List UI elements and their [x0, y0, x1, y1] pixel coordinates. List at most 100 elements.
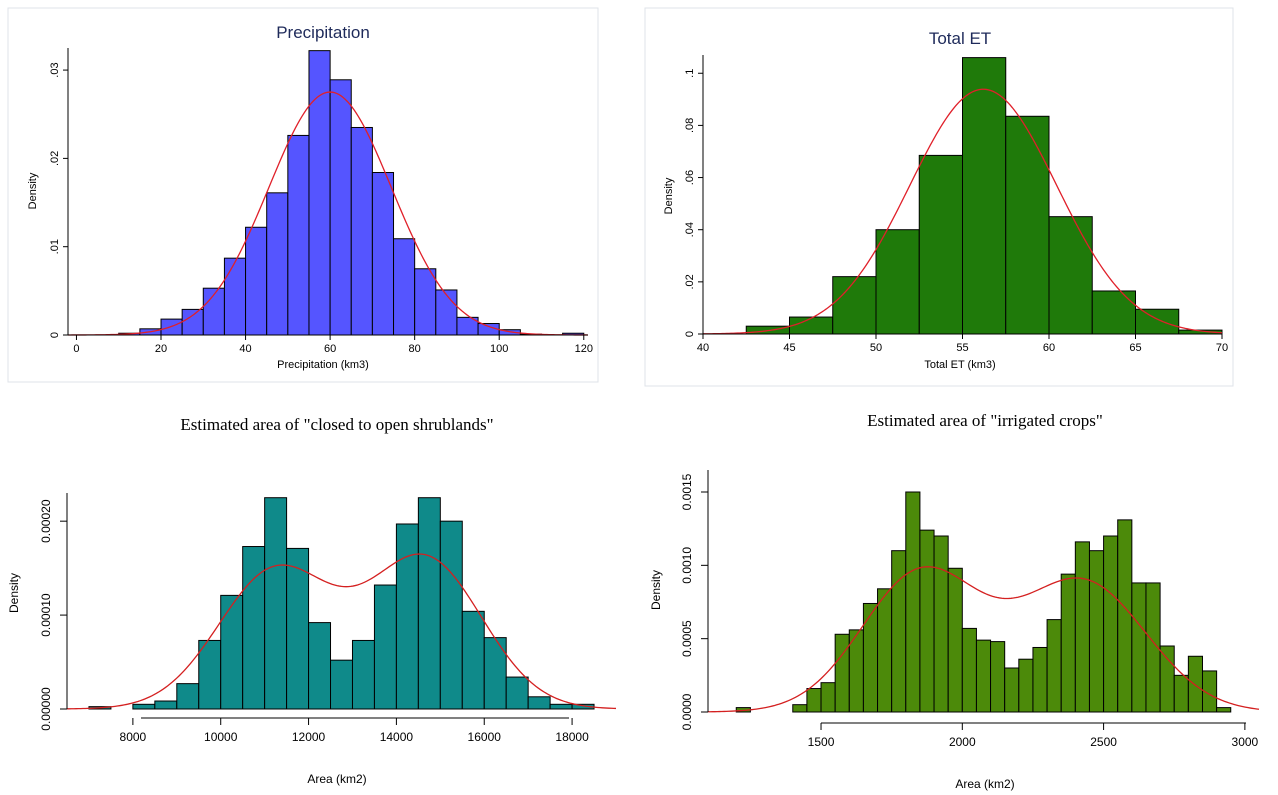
precipitation-x-tick-label: 100: [490, 343, 508, 355]
precipitation-y-tick-label: 0: [49, 332, 61, 338]
precipitation-bar: [371, 172, 395, 336]
shrublands-x-ticks: 8000 10000 12000 14000 16000 18000: [120, 718, 589, 744]
irrigated-crops-y-tick-label: 0.0010: [680, 547, 694, 584]
total-et-y-tick-label: .04: [684, 222, 696, 237]
total-et-bar: [832, 276, 877, 335]
irrigated-crops-bar: [1018, 658, 1034, 713]
total-et-y-tick-label: 0: [684, 331, 696, 337]
precipitation-x-tick-label: 60: [324, 343, 336, 355]
irrigated-crops-bar: [919, 529, 935, 713]
irrigated-crops-y-ticks: 0.0000 0.0005 0.0010 0.0015: [680, 473, 708, 730]
precipitation-x-tick-label: 120: [575, 343, 593, 355]
precipitation-x-tick-label: 0: [73, 343, 79, 355]
shrublands-bar: [176, 683, 200, 710]
precipitation-bar: [350, 126, 373, 336]
shrublands-bar: [198, 639, 222, 710]
shrublands-x-tick-label: 12000: [292, 730, 326, 744]
shrublands-title: Estimated area of "closed to open shrubl…: [180, 415, 493, 434]
shrublands-bar: [220, 594, 244, 710]
irrigated-crops-bar: [862, 602, 879, 713]
irrigated-crops-x-tick-label: 3000: [1232, 735, 1259, 749]
total-et-x-tick-label: 70: [1216, 342, 1228, 354]
irrigated-crops-bar: [834, 633, 850, 713]
shrublands-x-axis-label: Area (km2): [307, 772, 366, 786]
total-et-x-tick-label: 55: [956, 342, 968, 354]
total-et-x-axis-label: Total ET (km3): [924, 359, 995, 371]
irrigated-crops-bar: [1173, 674, 1189, 713]
shrublands-x-tick-label: 8000: [120, 730, 147, 744]
total-et-bar: [875, 229, 920, 335]
total-et-bar: [789, 316, 834, 335]
shrublands-bars: [88, 497, 595, 710]
shrublands-y-axis-label: Density: [7, 573, 21, 613]
shrublands-bar: [264, 497, 288, 710]
irrigated-crops-y-tick-label: 0.0005: [680, 620, 694, 657]
precipitation-bar: [435, 289, 458, 336]
irrigated-crops-bar: [891, 550, 907, 713]
precipitation-y-axis-label: Density: [27, 172, 39, 209]
shrublands-bar: [505, 676, 529, 710]
total-et-x-ticks: 40 45 50 55 60 65 70: [697, 334, 1228, 354]
shrublands-bar: [483, 637, 507, 710]
total-et-x-tick-label: 40: [697, 342, 709, 354]
irrigated-crops-bar: [820, 682, 836, 713]
precipitation-bar: [181, 308, 204, 336]
irrigated-crops-bar: [990, 641, 1006, 713]
irrigated-crops-x-ticks: 1500 2000 2500 3000: [808, 723, 1259, 749]
shrublands-bar: [461, 610, 485, 710]
irrigated-crops-bar: [1159, 645, 1175, 713]
shrublands-bar: [395, 523, 419, 710]
precipitation-x-tick-label: 40: [239, 343, 251, 355]
irrigated-crops-x-tick-label: 1500: [808, 735, 835, 749]
irrigated-crops-x-tick-label: 2000: [949, 735, 976, 749]
precipitation-bar: [287, 134, 310, 336]
shrublands-bar: [308, 622, 332, 710]
irrigated-crops-bar: [1004, 667, 1020, 713]
total-et-bar: [1091, 290, 1136, 335]
irrigated-crops-y-tick-label: 0.0015: [680, 473, 694, 510]
shrublands-y-tick-label: 0.00010: [39, 593, 53, 637]
precipitation-panel: Precipitation 0 20 40 60 80 100 120 0 .01 .02 .03…: [7, 7, 599, 383]
precipitation-y-tick-label: .02: [49, 151, 61, 166]
irrigated-crops-title: Estimated area of "irrigated crops": [867, 411, 1103, 430]
total-et-bar: [962, 57, 1007, 335]
total-et-y-tick-label: .1: [684, 69, 696, 78]
irrigated-crops-bar: [806, 688, 822, 713]
shrublands-x-tick-label: 16000: [468, 730, 502, 744]
irrigated-crops-bar: [933, 535, 949, 713]
irrigated-crops-bar: [1117, 519, 1133, 713]
shrublands-density-curve: [66, 553, 617, 710]
shrublands-x-tick-label: 14000: [380, 730, 414, 744]
irrigated-crops-bars: [735, 491, 1232, 713]
precipitation-title: Precipitation: [276, 23, 370, 42]
precipitation-bar: [308, 50, 331, 336]
irrigated-crops-bar: [1046, 619, 1062, 713]
precipitation-normal-curve: [68, 91, 589, 336]
shrublands-x-tick-label: 10000: [204, 730, 238, 744]
shrublands-y-tick-label: 0.00000: [39, 687, 53, 731]
total-et-bar: [918, 154, 963, 335]
irrigated-crops-bar: [1216, 707, 1232, 713]
precipitation-bar: [245, 226, 268, 336]
total-et-title: Total ET: [929, 29, 991, 48]
total-et-y-ticks: 0 .02 .04 .06 .08 .1: [684, 69, 703, 337]
shrublands-bar: [242, 546, 266, 710]
irrigated-crops-panel: Estimated area of "irrigated crops" 1500…: [649, 411, 1260, 791]
shrublands-y-ticks: 0.00000 0.00010 0.00020: [39, 499, 67, 731]
irrigated-crops-bar: [975, 639, 992, 713]
total-et-y-tick-label: .06: [684, 170, 696, 185]
irrigated-crops-x-tick-label: 2500: [1090, 735, 1117, 749]
total-et-y-axis-label: Density: [663, 177, 675, 214]
precipitation-y-tick-label: .01: [49, 239, 61, 254]
precipitation-x-ticks: 0 20 40 60 80 100 120: [73, 335, 593, 355]
total-et-x-tick-label: 65: [1129, 342, 1141, 354]
irrigated-crops-bar: [877, 588, 893, 713]
precipitation-bar: [393, 238, 416, 336]
precipitation-bar: [329, 79, 352, 336]
irrigated-crops-bar: [1131, 582, 1147, 713]
irrigated-crops-bar: [1032, 646, 1048, 713]
irrigated-crops-bar: [1201, 670, 1218, 713]
irrigated-crops-density-curve: [707, 566, 1260, 713]
irrigated-crops-x-axis-label: Area (km2): [955, 777, 1014, 791]
